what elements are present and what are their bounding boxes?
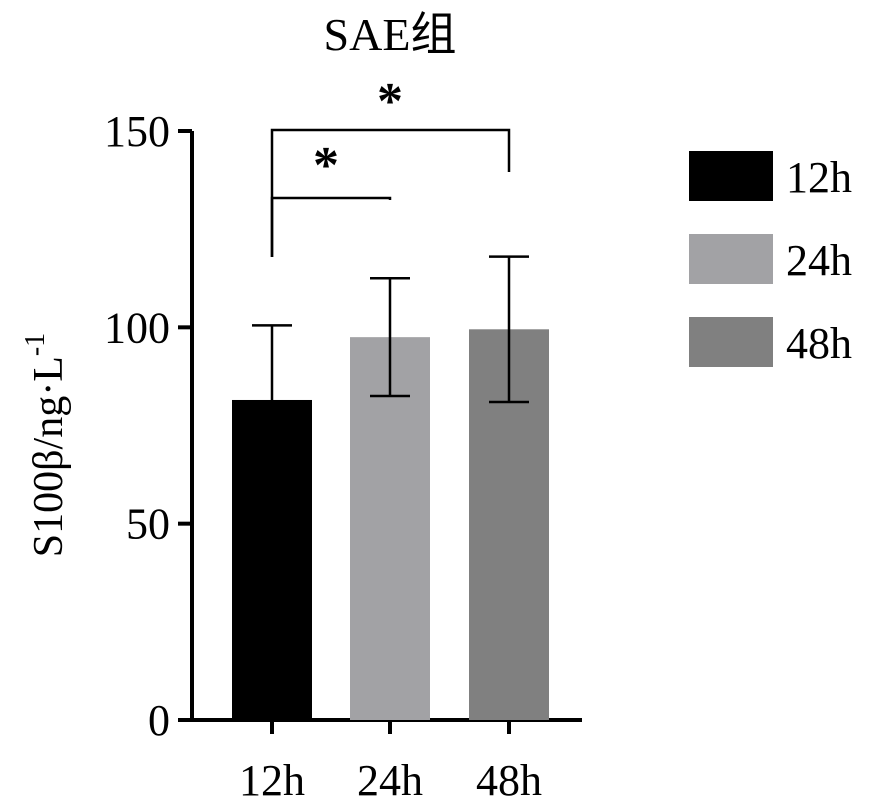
legend-item-48h: 48h bbox=[689, 317, 852, 368]
legend-label: 24h bbox=[786, 236, 852, 285]
axes: 0 50 100 150 12h 24h 48h bbox=[104, 107, 582, 805]
significance-star: * bbox=[313, 137, 339, 194]
error-bar-24h bbox=[370, 277, 410, 398]
y-tick-label-0: 0 bbox=[148, 696, 170, 745]
bracket-line bbox=[270, 128, 511, 257]
legend: 12h 24h 48h bbox=[689, 151, 852, 368]
y-axis-label-superscript: -1 bbox=[20, 333, 51, 356]
legend-swatch bbox=[689, 151, 773, 201]
error-bars bbox=[252, 255, 529, 476]
chart-title: SAE组 bbox=[324, 9, 457, 60]
bracket-line bbox=[270, 196, 392, 257]
legend-item-12h: 12h bbox=[689, 151, 852, 202]
significance-brackets: ** bbox=[270, 73, 511, 257]
legend-label: 48h bbox=[786, 319, 852, 368]
y-tick-label-2: 100 bbox=[104, 303, 170, 352]
significance-star: * bbox=[377, 73, 403, 130]
legend-label: 12h bbox=[786, 153, 852, 202]
bar-24h bbox=[350, 337, 430, 720]
error-bar-12h bbox=[252, 324, 292, 476]
legend-swatch bbox=[689, 317, 773, 367]
y-axis-label-main: S100β/ng·L bbox=[26, 356, 72, 557]
bars bbox=[232, 329, 549, 720]
significance-bracket-1: * bbox=[270, 73, 511, 257]
legend-swatch bbox=[689, 234, 773, 284]
error-bar-48h bbox=[489, 255, 529, 404]
x-tick-label-2: 48h bbox=[476, 756, 542, 805]
x-tick-label-1: 24h bbox=[357, 756, 423, 805]
legend-item-24h: 24h bbox=[689, 234, 852, 285]
y-axis-label: S100β/ng·L-1 bbox=[20, 333, 72, 557]
significance-bracket-0: * bbox=[270, 137, 392, 257]
y-tick-label-3: 150 bbox=[104, 107, 170, 156]
x-tick-label-0: 12h bbox=[239, 756, 305, 805]
y-tick-label-1: 50 bbox=[126, 500, 170, 549]
